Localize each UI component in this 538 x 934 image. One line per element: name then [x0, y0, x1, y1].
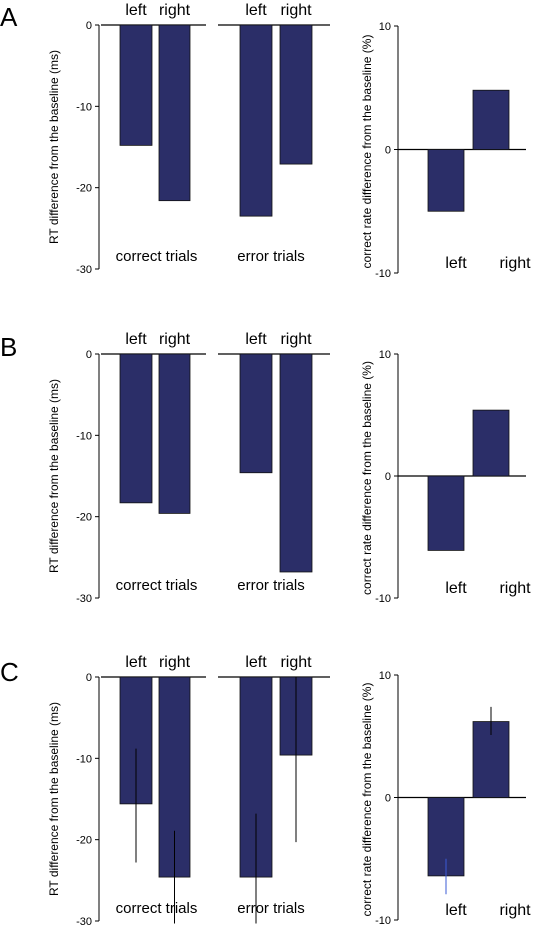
- y-tick-label: -20: [76, 835, 92, 847]
- panel-a: A 0 -10 -20 -30 RT difference from the baseli…: [0, 2, 531, 280]
- bar-left-correct: [119, 676, 153, 805]
- category-label: right: [159, 2, 191, 19]
- y-tick-label: -10: [375, 593, 391, 605]
- y-tick-label: 0: [86, 349, 92, 361]
- bar-left-correct: [119, 353, 153, 504]
- category-label: right: [280, 654, 312, 671]
- bar-left: [427, 149, 465, 212]
- y-tick-label: -10: [375, 268, 391, 280]
- y-tick-label: 10: [379, 349, 391, 361]
- bar-left-error: [239, 24, 273, 217]
- category-label: right: [499, 255, 531, 272]
- category-label: left: [125, 2, 147, 19]
- category-label: right: [499, 580, 531, 597]
- y-tick-label: -20: [76, 512, 92, 524]
- rt-chart: 0 -10 -20 -30 RT difference from the baselin…: [47, 331, 330, 605]
- y-axis-title: RT difference from the baseline (ms): [47, 379, 61, 573]
- bar-left: [427, 475, 465, 551]
- group-label: correct trials: [116, 248, 198, 265]
- y-tick-label: -10: [76, 753, 92, 765]
- bar-left-correct: [119, 24, 153, 146]
- y-axis-title: correct rate difference from the baselin…: [360, 361, 374, 595]
- y-axis-title: correct rate difference from the baselin…: [360, 683, 374, 917]
- bar-right: [472, 409, 510, 477]
- y-tick-label: -10: [375, 915, 391, 927]
- y-tick-label: 0: [385, 793, 391, 805]
- group-label: error trials: [237, 900, 305, 917]
- rt-chart: 0 -10 -20 -30 RT difference from the baselin…: [47, 2, 330, 276]
- y-tick-label: -20: [76, 183, 92, 195]
- category-label: right: [159, 654, 191, 671]
- rt-chart: 0 -10 -20 -30 RT difference from the baselin…: [47, 654, 330, 928]
- group-label: correct trials: [116, 900, 198, 917]
- y-tick-label: -30: [76, 264, 92, 276]
- y-tick-label: 0: [86, 20, 92, 32]
- bar-right: [472, 89, 510, 150]
- category-label: right: [280, 2, 312, 19]
- y-tick-label: 10: [379, 670, 391, 682]
- y-tick-label: 10: [379, 21, 391, 33]
- y-tick-label: -10: [76, 101, 92, 113]
- y-tick-label: -30: [76, 593, 92, 605]
- category-label: left: [125, 654, 147, 671]
- y-tick-label: -30: [76, 916, 92, 928]
- bar-right-error: [279, 353, 313, 573]
- y-tick-label: -10: [76, 430, 92, 442]
- bar-right-correct: [158, 353, 191, 514]
- bar-left-error: [239, 353, 273, 474]
- y-axis-title: correct rate difference from the baselin…: [360, 35, 374, 269]
- panel-letter: B: [0, 332, 17, 362]
- y-axis-title: RT difference from the baseline (ms): [47, 50, 61, 244]
- panel-c: C 0 -10 -20 -30 RT difference from the baseli…: [0, 654, 531, 928]
- group-label: correct trials: [116, 577, 198, 594]
- category-label: left: [445, 255, 467, 272]
- category-label: right: [280, 331, 312, 348]
- category-label: left: [445, 902, 467, 919]
- bar-right-error: [279, 24, 313, 165]
- panel-letter: C: [0, 657, 19, 687]
- group-label: error trials: [237, 577, 305, 594]
- y-tick-label: 0: [86, 672, 92, 684]
- category-label: left: [445, 580, 467, 597]
- category-label: left: [125, 331, 147, 348]
- panel-b: B 0 -10 -20 -30 RT difference from the baseli…: [0, 331, 531, 605]
- category-label: right: [499, 902, 531, 919]
- category-label: left: [245, 331, 267, 348]
- y-tick-label: 0: [385, 471, 391, 483]
- bar-right-correct: [158, 24, 191, 202]
- category-label: right: [159, 331, 191, 348]
- y-tick-label: 0: [385, 145, 391, 157]
- y-axis-title: RT difference from the baseline (ms): [47, 702, 61, 896]
- panel-letter: A: [0, 2, 18, 32]
- category-label: left: [245, 654, 267, 671]
- category-label: left: [245, 2, 267, 19]
- group-label: error trials: [237, 248, 305, 265]
